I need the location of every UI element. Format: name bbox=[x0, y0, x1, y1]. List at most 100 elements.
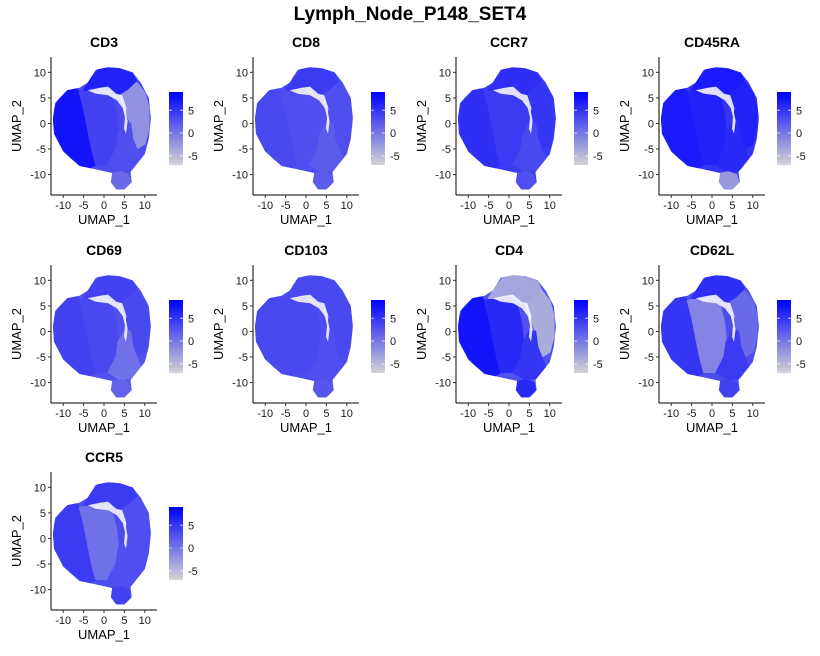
colorbar bbox=[777, 92, 791, 165]
region-island bbox=[110, 586, 132, 605]
x-tick-label: 5 bbox=[729, 408, 735, 420]
x-tick-label: 10 bbox=[747, 408, 759, 420]
colorbar-legend: 5 0 -5 bbox=[574, 92, 603, 165]
y-tick-label: 5 bbox=[648, 93, 654, 105]
x-tick-label: 5 bbox=[323, 200, 329, 212]
colorbar-tick-label: 5 bbox=[188, 105, 194, 117]
colorbar-legend: 5 0 -5 bbox=[777, 300, 806, 373]
x-axis-label: UMAP_1 bbox=[483, 212, 535, 227]
x-tick-label: -5 bbox=[281, 200, 291, 212]
umap-cell-cloud bbox=[661, 67, 759, 190]
y-tick-label: -10 bbox=[638, 170, 654, 182]
y-tick-label: -5 bbox=[238, 352, 248, 364]
y-tick-label: 0 bbox=[242, 118, 248, 130]
x-tick-label: 0 bbox=[303, 408, 309, 420]
y-tick-label: 10 bbox=[642, 67, 654, 79]
panel-title: CD3 bbox=[90, 34, 118, 50]
x-axis-label: UMAP_1 bbox=[483, 420, 535, 435]
y-axis-label: UMAP_2 bbox=[9, 308, 24, 360]
x-tick-label: 5 bbox=[121, 200, 127, 212]
panel-title: CD103 bbox=[284, 242, 328, 258]
colorbar-legend: 5 0 -5 bbox=[371, 92, 400, 165]
colorbar bbox=[371, 92, 385, 165]
colorbar bbox=[169, 507, 183, 580]
x-tick-label: 10 bbox=[139, 200, 151, 212]
y-tick-label: -5 bbox=[36, 144, 46, 156]
x-axis-label: UMAP_1 bbox=[686, 212, 738, 227]
y-tick-label: -10 bbox=[435, 378, 451, 390]
colorbar bbox=[169, 92, 183, 165]
colorbar-tick-label: 0 bbox=[796, 128, 802, 140]
region-island bbox=[515, 379, 537, 398]
colorbar-tick-label: 5 bbox=[593, 313, 599, 325]
empty-gap bbox=[289, 294, 329, 327]
y-tick-label: 10 bbox=[34, 482, 46, 494]
umap-cell-cloud bbox=[661, 275, 759, 398]
feature-panel-cd62l: CD62L -10 -5 0 5 10 10 5 0 -5 -10 UMAP_1 UMAP_2 5 0 -5 bbox=[617, 242, 806, 435]
y-axis-label: UMAP_2 bbox=[9, 515, 24, 567]
umap-cell-cloud bbox=[53, 275, 151, 398]
colorbar bbox=[371, 300, 385, 373]
figure-title: Lymph_Node_P148_SET4 bbox=[294, 4, 527, 25]
colorbar-tick-label: 0 bbox=[390, 336, 396, 348]
colorbar-tick-label: -5 bbox=[188, 151, 198, 163]
x-tick-label: 0 bbox=[303, 200, 309, 212]
y-tick-label: -10 bbox=[232, 170, 248, 182]
y-tick-label: 0 bbox=[242, 326, 248, 338]
y-tick-label: 5 bbox=[40, 93, 46, 105]
colorbar-tick-label: 0 bbox=[188, 543, 194, 555]
x-tick-label: -5 bbox=[484, 408, 494, 420]
x-tick-label: 10 bbox=[341, 200, 353, 212]
colorbar-tick-label: 0 bbox=[188, 336, 194, 348]
y-axis-label: UMAP_2 bbox=[617, 100, 632, 152]
y-tick-label: 10 bbox=[236, 67, 248, 79]
y-axis-label: UMAP_2 bbox=[414, 100, 429, 152]
feature-panel-ccr7: CCR7 -10 -5 0 5 10 10 5 0 -5 -10 UMAP_1 UMAP_2 5 0 -5 bbox=[414, 34, 603, 227]
feature-panel-cd45ra: CD45RA -10 -5 0 5 10 10 5 0 -5 -10 UMAP_1 UMAP_2 5 0 -5 bbox=[617, 34, 806, 227]
colorbar-legend: 5 0 -5 bbox=[777, 92, 806, 165]
umap-cell-cloud bbox=[53, 67, 151, 190]
empty-gap bbox=[695, 294, 735, 327]
colorbar-tick-label: 0 bbox=[188, 128, 194, 140]
x-tick-label: -10 bbox=[663, 408, 679, 420]
empty-gap bbox=[326, 318, 330, 342]
empty-gap bbox=[492, 86, 532, 119]
x-axis-label: UMAP_1 bbox=[78, 420, 130, 435]
empty-gap bbox=[695, 86, 735, 119]
region-lower-right bbox=[107, 122, 142, 173]
colorbar-tick-label: 5 bbox=[390, 313, 396, 325]
x-tick-label: -10 bbox=[460, 200, 476, 212]
y-tick-label: -10 bbox=[232, 378, 248, 390]
x-tick-label: -5 bbox=[687, 200, 697, 212]
empty-gap bbox=[87, 501, 127, 534]
colorbar-legend: 5 0 -5 bbox=[371, 300, 400, 373]
empty-gap bbox=[492, 294, 532, 327]
x-tick-label: 5 bbox=[729, 200, 735, 212]
x-tick-label: -10 bbox=[55, 408, 71, 420]
empty-gap bbox=[124, 110, 128, 134]
colorbar bbox=[169, 300, 183, 373]
colorbar-legend: 5 0 -5 bbox=[169, 92, 198, 165]
y-tick-label: 10 bbox=[34, 67, 46, 79]
colorbar-legend: 5 0 -5 bbox=[169, 300, 198, 373]
x-tick-label: 10 bbox=[341, 408, 353, 420]
feature-panel-cd3: CD3 -10 -5 0 5 10 10 5 0 -5 -10 UMAP_1 UMAP_2 5 0 -5 bbox=[9, 34, 198, 227]
x-tick-label: 0 bbox=[709, 408, 715, 420]
x-tick-label: 10 bbox=[544, 200, 556, 212]
colorbar-tick-label: 5 bbox=[593, 105, 599, 117]
empty-gap bbox=[124, 318, 128, 342]
feature-panel-ccr5: CCR5 -10 -5 0 5 10 10 5 0 -5 -10 UMAP_1 UMAP_2 5 0 -5 bbox=[9, 449, 198, 642]
y-axis-label: UMAP_2 bbox=[211, 100, 226, 152]
colorbar-tick-label: -5 bbox=[796, 151, 806, 163]
y-tick-label: 5 bbox=[242, 93, 248, 105]
y-tick-label: 5 bbox=[242, 301, 248, 313]
colorbar-tick-label: -5 bbox=[390, 359, 400, 371]
colorbar-legend: 5 0 -5 bbox=[574, 300, 603, 373]
colorbar-tick-label: 5 bbox=[796, 105, 802, 117]
x-tick-label: 5 bbox=[121, 408, 127, 420]
panel-title: CCR7 bbox=[490, 34, 528, 50]
empty-gap bbox=[87, 294, 127, 327]
y-tick-label: -5 bbox=[644, 352, 654, 364]
x-tick-label: -10 bbox=[55, 615, 71, 627]
